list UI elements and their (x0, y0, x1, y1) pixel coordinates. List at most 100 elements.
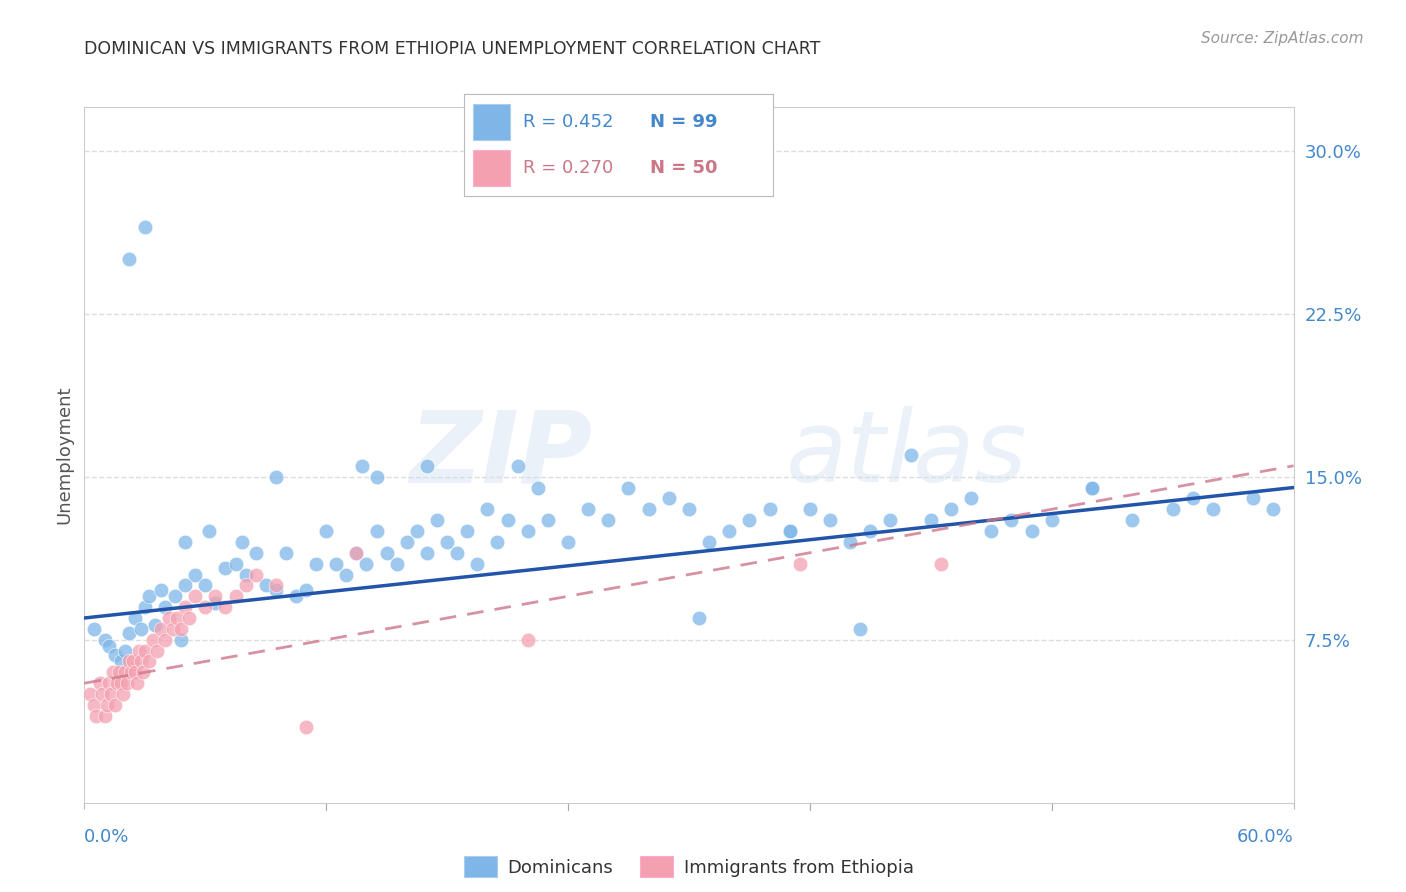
Point (416, 546, 439, 560)
Point (849, 622, 872, 636)
Point (598, 513, 620, 527)
Point (174, 535, 197, 549)
Point (446, 546, 468, 560)
Y-axis label: Unemployment: Unemployment (55, 385, 73, 524)
Point (134, 219, 156, 234)
Point (204, 596, 226, 610)
Point (143, 617, 166, 632)
Point (939, 502, 962, 516)
Point (859, 524, 882, 538)
Point (264, 469, 287, 483)
Point (658, 491, 681, 506)
Point (184, 589, 207, 603)
Point (718, 524, 741, 538)
Point (115, 676, 138, 690)
Point (83, 622, 105, 636)
Text: Source: ZipAtlas.com: Source: ZipAtlas.com (1201, 31, 1364, 46)
Point (107, 665, 129, 680)
Point (799, 502, 821, 516)
Point (153, 600, 176, 615)
Point (114, 665, 136, 680)
Point (128, 643, 150, 657)
Text: ZIP: ZIP (409, 407, 592, 503)
Point (149, 582, 172, 597)
Point (1161, 502, 1184, 516)
Point (366, 524, 388, 538)
Point (352, 458, 374, 473)
Point (138, 655, 160, 669)
Point (231, 535, 253, 549)
Point (118, 252, 141, 267)
Point (920, 513, 942, 527)
Point (576, 502, 599, 516)
Point (194, 578, 217, 592)
Point (346, 546, 368, 560)
Point (79, 687, 101, 701)
Bar (474, 150, 510, 186)
Point (335, 567, 357, 582)
Point (467, 557, 489, 571)
Point (96, 698, 118, 712)
Point (100, 687, 122, 701)
Point (110, 655, 132, 669)
Point (225, 589, 247, 603)
Point (89, 676, 111, 690)
Point (97, 676, 120, 690)
Point (678, 502, 700, 516)
Point (245, 567, 267, 582)
Point (617, 481, 640, 495)
Point (295, 582, 318, 597)
Point (245, 546, 267, 560)
Point (157, 611, 180, 625)
Point (170, 622, 193, 636)
Point (93, 708, 115, 723)
Point (254, 578, 277, 592)
Point (1021, 524, 1043, 538)
Point (264, 578, 287, 592)
Point (97, 639, 120, 653)
Point (129, 622, 152, 636)
Point (516, 524, 538, 538)
Point (174, 600, 197, 615)
Point (456, 524, 478, 538)
Text: R = 0.452: R = 0.452 (523, 113, 613, 131)
Point (697, 535, 720, 549)
Point (477, 502, 499, 516)
Text: N = 50: N = 50 (650, 159, 717, 177)
Point (166, 611, 188, 625)
Point (110, 676, 132, 690)
Point (346, 546, 368, 560)
Legend: Dominicans, Immigrants from Ethiopia: Dominicans, Immigrants from Ethiopia (457, 849, 921, 884)
Point (120, 665, 142, 680)
Point (516, 632, 538, 647)
Point (125, 676, 148, 690)
Point (124, 665, 146, 680)
Point (105, 676, 128, 690)
Point (779, 524, 801, 538)
Point (356, 557, 378, 571)
Point (366, 469, 388, 483)
Point (879, 513, 901, 527)
Point (315, 524, 337, 538)
Point (1263, 502, 1285, 516)
Point (132, 665, 155, 680)
Point (264, 582, 287, 597)
Point (118, 626, 141, 640)
Text: DOMINICAN VS IMMIGRANTS FROM ETHIOPIA UNEMPLOYMENT CORRELATION CHART: DOMINICAN VS IMMIGRANTS FROM ETHIOPIA UN… (84, 40, 821, 58)
Point (146, 643, 169, 657)
Point (305, 557, 328, 571)
Point (1081, 481, 1104, 495)
Point (1241, 491, 1264, 506)
Point (758, 502, 780, 516)
Point (204, 589, 226, 603)
Point (789, 557, 811, 571)
Point (436, 535, 458, 549)
Point (406, 524, 429, 538)
Point (779, 524, 801, 538)
Point (527, 481, 550, 495)
Point (194, 600, 217, 615)
Point (129, 655, 152, 669)
Point (960, 491, 983, 506)
Point (929, 557, 952, 571)
Point (738, 513, 761, 527)
